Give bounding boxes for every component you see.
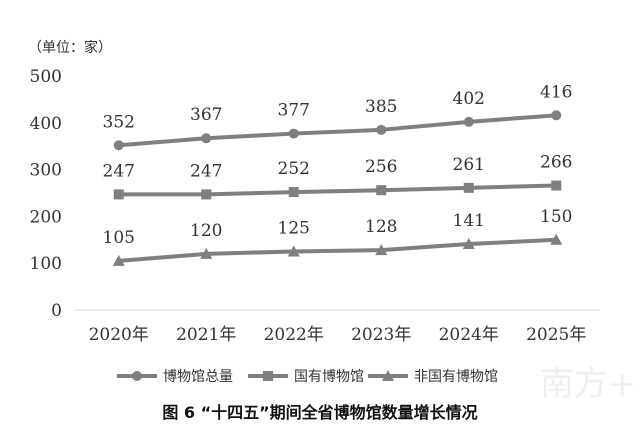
legend-label: 非国有博物馆 (414, 368, 498, 385)
data-point (288, 187, 299, 198)
series-line (116, 113, 559, 148)
x-tick-label: 2021年 (176, 325, 236, 345)
data-label: 125 (278, 219, 310, 239)
legend-label: 国有博物馆 (294, 368, 364, 385)
y-tick-label: 500 (30, 67, 62, 87)
x-tick-label: 2020年 (89, 325, 149, 345)
series-line (116, 183, 559, 197)
y-axis: 0 100 200 300 400 500 (30, 67, 600, 321)
legend-item: 博物馆总量 (117, 368, 233, 385)
x-axis: 2020年 2021年 2022年 2023年 2024年 2025年 (89, 325, 587, 345)
legend-marker (382, 370, 394, 381)
data-point (113, 189, 124, 200)
data-point (376, 185, 387, 196)
data-label: 256 (365, 157, 397, 177)
data-label: 105 (103, 228, 135, 248)
legend-label: 博物馆总量 (163, 368, 233, 385)
data-label: 247 (190, 161, 222, 181)
data-point (112, 254, 125, 266)
legend-marker (132, 371, 142, 381)
x-tick-label: 2024年 (439, 325, 499, 345)
legend-item: 非国有博物馆 (368, 368, 498, 385)
unit-label: （单位：家） (28, 39, 112, 56)
data-label: 120 (190, 221, 222, 241)
data-label: 402 (453, 89, 485, 109)
data-point (201, 133, 212, 144)
data-point (375, 244, 388, 256)
legend: 博物馆总量 国有博物馆 非国有博物馆 (117, 368, 498, 385)
series-line (116, 237, 559, 263)
data-label: 261 (453, 155, 485, 175)
y-tick-label: 0 (51, 301, 62, 321)
data-point (551, 180, 562, 191)
y-tick-label: 300 (30, 161, 62, 181)
data-label: 416 (540, 82, 572, 102)
series-3: 105 120 125 128 141 150 (103, 207, 572, 266)
y-tick-label: 400 (30, 114, 62, 134)
data-label: 247 (103, 161, 135, 181)
data-label: 352 (103, 112, 135, 132)
chart-caption: 图 6 “十四五”期间全省博物馆数量增长情况 (162, 403, 477, 422)
watermark: 南方+ (540, 364, 637, 404)
data-point (551, 110, 562, 121)
data-label: 252 (278, 159, 310, 179)
y-tick-label: 200 (30, 207, 62, 227)
data-point (550, 233, 563, 245)
data-point (463, 116, 474, 127)
data-label: 385 (365, 97, 397, 117)
x-tick-label: 2022年 (264, 325, 324, 345)
legend-marker (263, 371, 273, 381)
data-point (201, 189, 212, 200)
legend-item: 国有博物馆 (248, 368, 364, 385)
data-label: 377 (278, 101, 310, 121)
data-point (462, 238, 475, 250)
data-label: 141 (453, 211, 485, 231)
data-point (288, 128, 299, 139)
data-label: 266 (540, 153, 572, 173)
data-label: 128 (365, 217, 397, 237)
data-point (463, 182, 474, 193)
data-point (376, 124, 387, 135)
y-tick-label: 100 (30, 254, 62, 274)
data-point (287, 245, 300, 257)
series-1: 352 367 377 385 402 416 (103, 82, 572, 151)
series-2: 247 247 252 256 261 266 (103, 153, 572, 200)
data-point (113, 140, 124, 151)
data-label: 150 (540, 207, 572, 227)
x-tick-label: 2023年 (351, 325, 411, 345)
data-label: 367 (190, 105, 222, 125)
x-tick-label: 2025年 (526, 325, 586, 345)
data-point (200, 247, 213, 259)
